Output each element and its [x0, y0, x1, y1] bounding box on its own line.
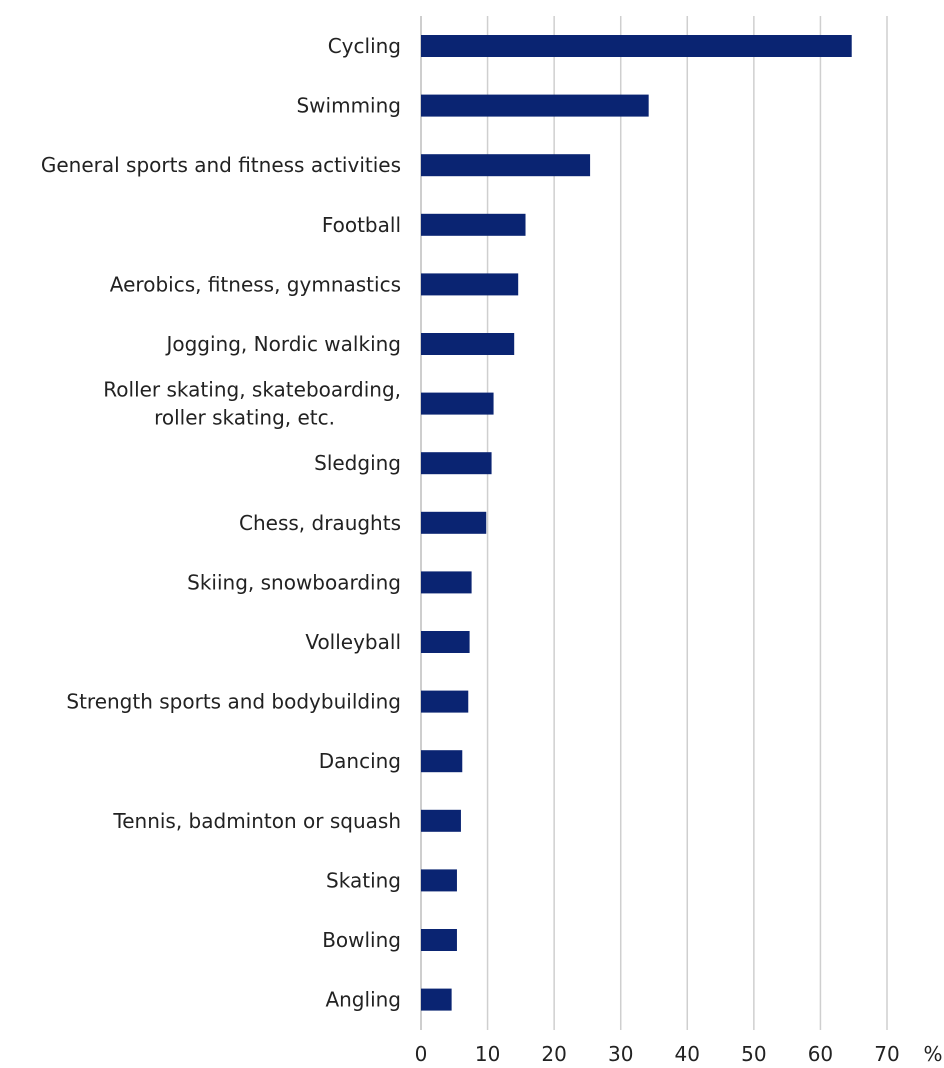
- x-axis-ticks: 0 10 20 30 40 50 60 70%: [415, 1042, 943, 1066]
- category-label-5: Aerobics, fitness, gymnastics: [110, 272, 401, 296]
- category-label-13: Dancing: [319, 749, 401, 773]
- bar-4: [421, 213, 526, 236]
- bar-16: [421, 929, 457, 951]
- category-label-8: Sledging: [314, 451, 401, 475]
- x-tick-label-0: 0: [415, 1042, 428, 1066]
- category-label-7: Roller skating, skateboarding, roller ska…: [103, 378, 401, 430]
- category-label-2: Swimming: [296, 94, 401, 118]
- x-axis-unit-label: %: [923, 1042, 942, 1066]
- bar-14: [421, 809, 461, 832]
- x-tick-label-40: 40: [675, 1042, 700, 1066]
- bar-9: [421, 511, 487, 534]
- category-label-10: Skiing, snowboarding: [187, 570, 401, 594]
- category-labels: Cycling Swimming General sports and fitnes…: [41, 34, 401, 1012]
- category-label-17: Angling: [325, 988, 401, 1012]
- category-label-1: Cycling: [328, 34, 401, 58]
- x-tick-label-60: 60: [808, 1042, 833, 1066]
- x-tick-label-70: 70: [874, 1042, 899, 1066]
- bar-10: [421, 571, 472, 594]
- bar-8: [421, 452, 492, 475]
- bar-3: [421, 154, 591, 177]
- category-label-6: Jogging, Nordic walking: [164, 332, 401, 356]
- bars: [421, 35, 852, 1011]
- bar-1: [421, 35, 852, 57]
- bar-17: [421, 988, 452, 1011]
- bar-5: [421, 273, 519, 296]
- bar-12: [421, 690, 469, 713]
- bar-7: [421, 392, 494, 415]
- category-label-4: Football: [322, 213, 401, 237]
- bar-15: [421, 869, 457, 892]
- category-label-16: Bowling: [322, 928, 401, 952]
- category-label-3: General sports and fitness activities: [41, 153, 401, 177]
- x-tick-label-50: 50: [741, 1042, 766, 1066]
- category-label-14: Tennis, badminton or squash: [112, 809, 401, 833]
- bar-2: [421, 94, 649, 117]
- bar-13: [421, 750, 463, 773]
- category-label-11: Volleyball: [305, 630, 401, 654]
- x-tick-label-30: 30: [608, 1042, 633, 1066]
- bar-11: [421, 631, 470, 653]
- bar-6: [421, 333, 515, 355]
- x-tick-label-20: 20: [541, 1042, 566, 1066]
- category-label-9: Chess, draughts: [239, 511, 401, 535]
- category-label-15: Skating: [326, 868, 401, 892]
- grid-lines: [420, 16, 888, 1030]
- category-label-12: Strength sports and bodybuilding: [66, 690, 401, 714]
- x-tick-label-10: 10: [475, 1042, 500, 1066]
